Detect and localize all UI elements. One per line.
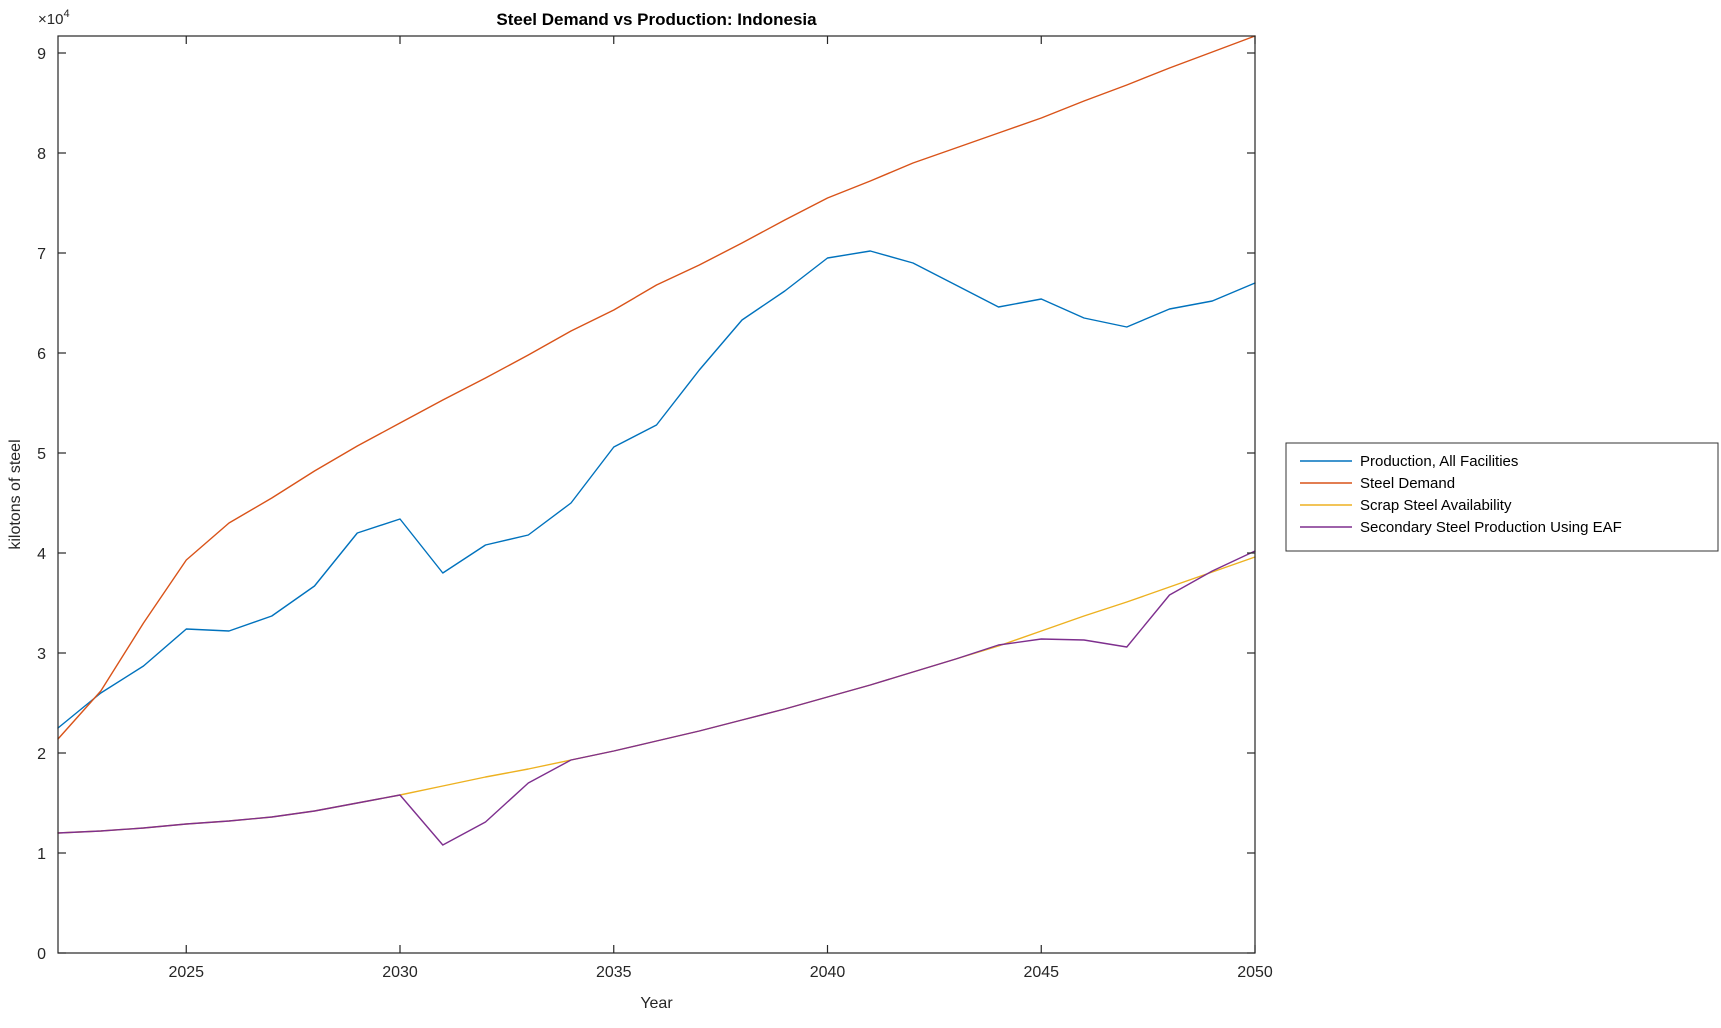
y-tick-label: 3 [37, 646, 46, 663]
legend-item-label-1: Production, All Facilities [1360, 453, 1518, 470]
x-tick-label: 2030 [382, 964, 418, 981]
plot-area [58, 36, 1255, 953]
y-tick-label: 7 [37, 246, 46, 263]
legend-box [1285, 442, 1719, 552]
legend-item-label-3: Scrap Steel Availability [1360, 497, 1512, 514]
y-axis-exponent: ×104 [38, 8, 70, 28]
x-tick-label: 2050 [1237, 964, 1273, 981]
y-tick-label: 0 [37, 946, 46, 963]
axes-box [57, 35, 1256, 954]
series-line-4 [57, 550, 1256, 846]
y-tick-label: 5 [37, 446, 46, 463]
x-tick-label: 2040 [810, 964, 846, 981]
y-tick-label: 6 [37, 346, 46, 363]
x-tick-label: 2025 [168, 964, 204, 981]
y-tick-label: 9 [37, 46, 46, 63]
x-tick-label: 2035 [596, 964, 632, 981]
chart-title: Steel Demand vs Production: Indonesia [496, 10, 817, 29]
legend-item-label-2: Steel Demand [1360, 475, 1455, 492]
series-line-2 [57, 35, 1256, 740]
legend-item-label-4: Secondary Steel Production Using EAF [1360, 519, 1622, 536]
y-tick-label: 1 [37, 846, 46, 863]
series-line-1 [57, 250, 1256, 729]
y-tick-label: 2 [37, 746, 46, 763]
y-tick-label: 8 [37, 146, 46, 163]
y-axis-label: kilotons of steel [7, 439, 24, 549]
y-tick-label: 4 [37, 546, 46, 563]
x-axis-label: Year [640, 995, 673, 1012]
x-tick-label: 2045 [1023, 964, 1059, 981]
